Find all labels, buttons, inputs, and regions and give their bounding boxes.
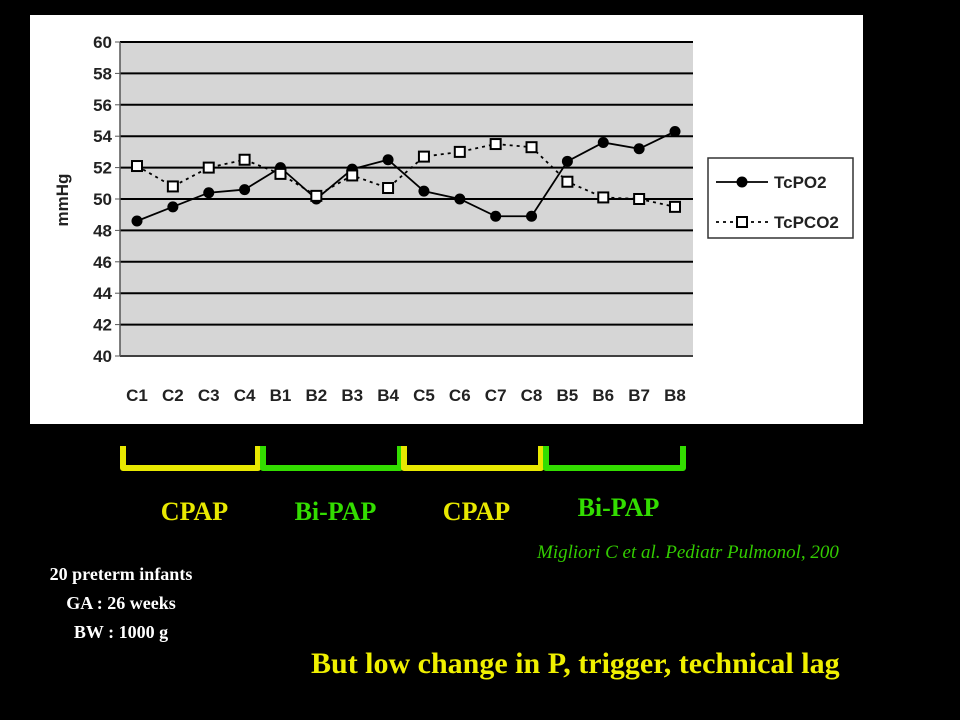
x-tick-label: C7 [485, 386, 507, 405]
data-point [489, 138, 502, 151]
data-point [382, 182, 395, 195]
y-tick-label: 50 [93, 190, 112, 209]
x-tick-label: C2 [162, 386, 184, 405]
data-point [166, 180, 179, 193]
x-tick-label: B5 [557, 386, 579, 405]
data-point [453, 145, 466, 158]
legend [707, 157, 854, 239]
x-tick-label: C1 [126, 386, 148, 405]
data-point [526, 210, 538, 222]
y-tick-label: 46 [93, 253, 112, 272]
data-point [669, 200, 681, 213]
phase-bracket [260, 446, 403, 471]
data-point [238, 153, 251, 166]
phase-label: CPAP [443, 497, 511, 526]
phase-bracket [543, 446, 686, 471]
x-tick-label: C8 [521, 386, 543, 405]
phase-label: Bi-PAP [578, 493, 660, 522]
data-point [561, 175, 574, 188]
phase-label: CPAP [161, 497, 229, 526]
y-tick-label: 60 [93, 33, 112, 52]
data-point [310, 189, 323, 202]
phase-bracket [120, 446, 261, 471]
data-point [490, 210, 502, 222]
data-point [561, 155, 573, 167]
data-point [274, 167, 287, 180]
y-tick-label: 58 [93, 64, 112, 83]
series-line [136, 130, 676, 222]
data-point [454, 193, 466, 205]
y-tick-label: 54 [93, 127, 112, 146]
data-point [167, 201, 179, 213]
data-point [633, 193, 646, 205]
x-tick-label: B1 [270, 386, 292, 405]
data-point [131, 160, 143, 173]
phase-label: Bi-PAP [295, 497, 377, 526]
data-point [202, 161, 215, 174]
y-tick-label: 48 [93, 221, 112, 240]
series-line [136, 143, 676, 208]
data-point [131, 215, 143, 227]
data-point [669, 125, 681, 137]
y-tick-label: 40 [93, 347, 112, 366]
y-tick-label: 56 [93, 96, 112, 115]
y-axis-label: mmHg [53, 174, 72, 227]
study-info: 20 preterm infants [50, 564, 193, 584]
x-tick-label: B6 [592, 386, 614, 405]
x-tick-label: C3 [198, 386, 220, 405]
legend-label: TcPO2 [774, 173, 827, 192]
y-tick-label: 52 [93, 159, 112, 178]
x-tick-label: C6 [449, 386, 471, 405]
data-point [597, 191, 610, 204]
data-point [418, 185, 430, 197]
x-tick-label: B3 [341, 386, 363, 405]
x-tick-label: C4 [234, 386, 256, 405]
x-tick-label: B7 [628, 386, 650, 405]
data-point [203, 187, 215, 199]
citation: Migliori C et al. Pediatr Pulmonol, 200 [536, 542, 839, 563]
data-point [417, 150, 430, 163]
study-info: BW : 1000 g [74, 622, 168, 642]
x-tick-label: B2 [305, 386, 327, 405]
data-point [525, 141, 538, 154]
study-info: GA : 26 weeks [66, 593, 176, 613]
x-tick-label: C5 [413, 386, 435, 405]
phase-bracket [401, 446, 544, 471]
x-tick-label: B8 [664, 386, 686, 405]
legend-marker [736, 176, 748, 188]
data-point [597, 136, 609, 148]
data-point [382, 154, 394, 166]
x-tick-label: B4 [377, 386, 399, 405]
data-point [633, 143, 645, 155]
legend-marker [736, 216, 748, 228]
conclusion: But low change in P, trigger, technical … [311, 647, 840, 680]
data-point [239, 184, 251, 196]
y-tick-label: 44 [93, 284, 112, 303]
data-point [346, 169, 359, 182]
legend-label: TcPCO2 [774, 213, 839, 232]
y-tick-label: 42 [93, 316, 112, 335]
